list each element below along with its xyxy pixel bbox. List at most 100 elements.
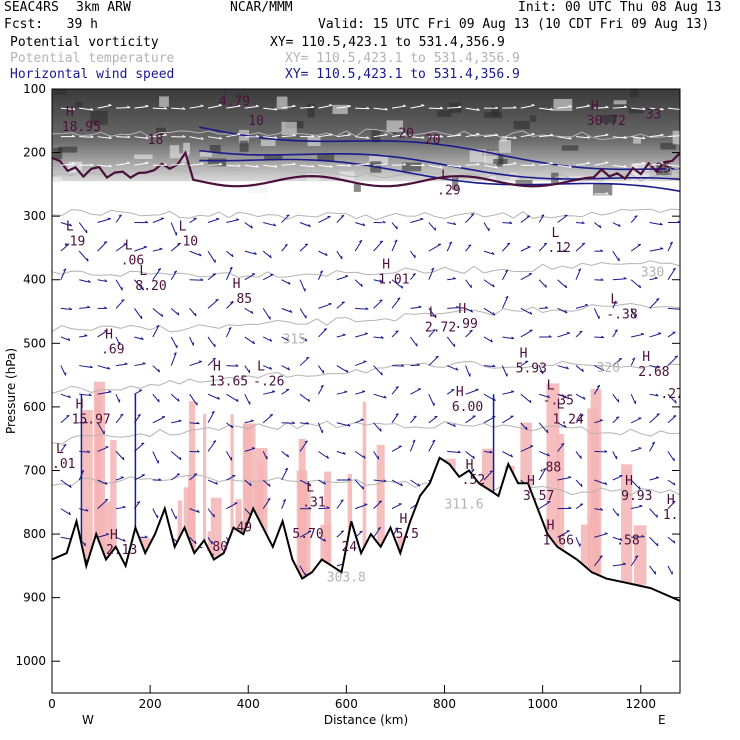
wind-arrow-head <box>218 104 222 106</box>
wind-arrow <box>631 193 646 196</box>
wind-arrow <box>299 243 309 252</box>
wind-arrow-head <box>505 269 509 272</box>
wind-arrow-head <box>453 423 456 427</box>
stratosphere-texture <box>54 89 67 95</box>
wind-arrow <box>630 357 636 366</box>
wind-arrow <box>263 193 278 197</box>
pv-extremum-value: 6.00 <box>452 400 483 415</box>
wind-arrow-head <box>104 498 109 501</box>
wind-arrow <box>152 217 164 223</box>
wind-arrow <box>152 416 166 424</box>
wind-arrow-head <box>122 456 125 461</box>
wind-arrow <box>97 446 109 452</box>
wind-arrow-head <box>495 193 499 197</box>
wind-arrow-head <box>604 449 608 453</box>
wind-arrow-head <box>578 268 582 271</box>
wind-arrow <box>649 163 664 166</box>
wind-arrow <box>630 215 638 223</box>
stratosphere-texture <box>656 165 672 176</box>
wind-arrow <box>281 422 295 424</box>
field-wind-xy: XY= 110.5,423.1 to 531.4,356.9 <box>285 67 520 82</box>
wind-arrow-head <box>379 428 382 432</box>
wind-arrow-head <box>69 223 72 227</box>
wind-arrow <box>318 250 328 257</box>
wind-arrow-head <box>468 244 472 247</box>
wind-arrow <box>97 365 110 370</box>
wind-arrow-head <box>658 332 662 334</box>
wind-arrow <box>189 508 200 513</box>
wind-arrow-head <box>127 191 131 194</box>
wind-arrow-head <box>656 298 660 301</box>
pv-extremum-type: H <box>399 512 407 527</box>
wind-arrow-head <box>506 242 511 245</box>
header-org: NCAR/MMM <box>230 0 293 15</box>
wind-arrow-head <box>158 399 160 403</box>
wind-arrow <box>373 393 387 399</box>
wind-arrow <box>649 565 656 575</box>
wind-arrow <box>152 307 164 318</box>
pv-extremum-value: .06 <box>121 254 144 269</box>
wind-arrow <box>538 242 548 252</box>
wind-arrow <box>60 508 71 516</box>
wind-arrow-head <box>471 213 475 216</box>
wind-arrow <box>520 393 532 404</box>
wind-arrow-head <box>123 538 126 542</box>
wind-arrow <box>134 336 144 340</box>
stratosphere-texture <box>276 96 288 110</box>
wind-arrow <box>281 499 287 509</box>
wind-arrow <box>244 164 259 168</box>
wind-arrow <box>60 268 67 280</box>
wind-arrow <box>465 244 472 252</box>
pv-shading <box>633 525 647 585</box>
wind-arrow <box>428 107 443 110</box>
y-tick-label: 200 <box>23 146 46 160</box>
wind-arrow <box>189 361 203 367</box>
wind-arrow-head <box>145 220 149 224</box>
wind-arrow-head <box>634 215 638 218</box>
wind-arrow-head <box>145 161 149 164</box>
header-valid: Valid: 15 UTC Fri 09 Aug 13 (10 CDT Fri … <box>318 17 710 32</box>
pv-extremum-value: .01 <box>52 457 75 472</box>
wind-arrow-head <box>347 163 352 167</box>
wind-arrow <box>520 246 531 252</box>
wind-arrow <box>575 136 590 139</box>
wind-arrow <box>373 479 387 483</box>
wind-arrow-head <box>511 336 515 340</box>
wind-arrow-head <box>580 483 583 487</box>
wind-arrow <box>60 243 70 252</box>
wind-arrow-head <box>231 253 234 257</box>
wind-arrow <box>520 422 528 431</box>
wind-arrow-head <box>548 335 552 338</box>
wind-arrow-head <box>87 305 91 308</box>
wind-arrow <box>575 451 582 459</box>
wind-arrow-head <box>177 242 181 245</box>
wind-arrow <box>483 222 490 232</box>
wind-arrow <box>428 308 437 319</box>
wind-arrow-head <box>231 424 234 428</box>
wind-arrow <box>207 218 220 223</box>
wind-arrow <box>538 422 549 434</box>
y-tick-label: 700 <box>23 463 46 477</box>
stratosphere-texture <box>281 121 297 136</box>
pv-extremum-type: H <box>642 350 650 365</box>
wind-arrow-head <box>344 275 349 277</box>
wind-arrow <box>428 329 436 338</box>
wind-arrow-head <box>672 500 676 503</box>
wind-arrow <box>354 240 363 252</box>
wind-arrow-head <box>250 225 253 229</box>
wind-arrow-head <box>565 284 568 289</box>
wind-arrow-head <box>543 242 548 245</box>
wind-arrow-head <box>156 324 160 328</box>
wind-arrow <box>318 479 326 485</box>
stratosphere-texture <box>600 114 617 124</box>
pv-extremum-value: .49 <box>229 521 252 536</box>
wind-arrow <box>373 336 384 339</box>
pv-extremum-type: H <box>466 458 474 473</box>
wind-arrow <box>317 365 325 374</box>
wind-arrow <box>594 479 608 485</box>
wind-arrow <box>594 419 603 424</box>
pv-extremum-value: .12 <box>548 241 571 256</box>
wind-arrow <box>336 422 351 427</box>
wind-arrow-head <box>142 287 144 291</box>
wind-arrow-head <box>173 270 177 273</box>
